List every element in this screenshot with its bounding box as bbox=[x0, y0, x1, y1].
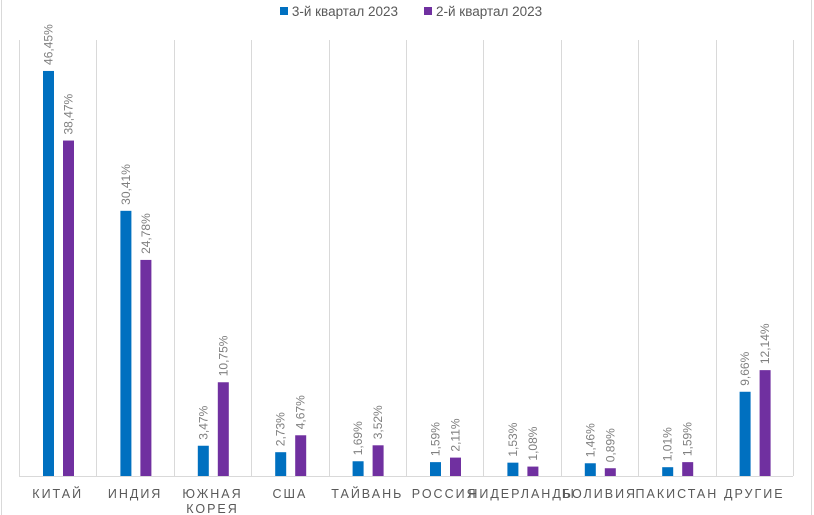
data-label-q2: 1,59% bbox=[681, 422, 695, 456]
category-label: ТАЙВАНЬ bbox=[331, 486, 403, 501]
category-label: БОЛИВИЯ bbox=[562, 487, 637, 501]
bar-q2 bbox=[527, 466, 539, 476]
legend-label-q3: 3-й квартал 2023 bbox=[291, 3, 398, 19]
chart-frame-right-border bbox=[811, 0, 812, 515]
bar-q2 bbox=[217, 382, 229, 476]
bar-q3 bbox=[43, 70, 54, 477]
category-label: ДРУГИЕ bbox=[724, 487, 785, 501]
data-label-q3: 1,53% bbox=[506, 422, 520, 456]
data-label-q3: 1,69% bbox=[351, 421, 365, 455]
legend-item-q3: 3-й квартал 2023 bbox=[279, 1, 398, 21]
bar-q2 bbox=[63, 140, 74, 476]
data-label-q3: 3,47% bbox=[196, 405, 210, 439]
data-label-q3: 2,73% bbox=[274, 412, 288, 446]
bar-q3 bbox=[430, 462, 441, 476]
chart-frame-left-border bbox=[1, 0, 2, 515]
legend-swatch-q2 bbox=[424, 7, 432, 15]
data-label-q2: 10,75% bbox=[216, 335, 230, 376]
legend-item-q2: 2-й квартал 2023 bbox=[424, 1, 542, 21]
data-label-q2: 3,52% bbox=[371, 405, 385, 439]
data-label-q3: 9,66% bbox=[738, 351, 752, 385]
data-label-q2: 1,08% bbox=[526, 426, 540, 460]
bar-q3 bbox=[275, 452, 287, 476]
legend-label-q2: 2-й квартал 2023 bbox=[436, 3, 543, 19]
bar-q3 bbox=[584, 463, 596, 476]
legend-swatch-q3 bbox=[279, 7, 288, 15]
category-label: КИТАЙ bbox=[32, 486, 83, 501]
data-label-q3: 46,45% bbox=[42, 24, 56, 65]
bar-q3 bbox=[352, 461, 364, 476]
data-label-q2: 2,11% bbox=[449, 418, 463, 451]
data-label-q2: 4,67% bbox=[294, 395, 308, 429]
bar-q2 bbox=[450, 457, 461, 476]
bar-q3 bbox=[120, 210, 132, 476]
category-label: РОССИЯ bbox=[412, 487, 478, 501]
bar-q3 bbox=[197, 445, 209, 476]
category-label: ЮЖНАЯ bbox=[182, 487, 242, 501]
bar-q2 bbox=[682, 462, 694, 476]
bar-q3 bbox=[739, 391, 751, 476]
category-label: НИДЕРЛАНДЫ bbox=[468, 487, 576, 501]
category-label: ИНДИЯ bbox=[108, 487, 163, 501]
data-label-q3: 1,46% bbox=[583, 423, 597, 457]
bar-q2 bbox=[604, 468, 616, 476]
bar-q3 bbox=[662, 467, 674, 476]
category-label: ПАКИСТАН bbox=[636, 487, 719, 501]
category-label: КОРЕЯ bbox=[186, 502, 239, 515]
category-label: США bbox=[272, 487, 307, 501]
data-label-q3: 1,01% bbox=[661, 427, 675, 461]
bar-q3 bbox=[507, 462, 519, 476]
bar-q2 bbox=[295, 435, 307, 476]
chart-legend: 3-й квартал 2023 2-й квартал 2023 bbox=[0, 1, 814, 21]
data-label-q3: 1,59% bbox=[429, 422, 443, 456]
bar-q2 bbox=[140, 259, 152, 476]
data-label-q2: 0,89% bbox=[603, 428, 617, 462]
bar-q2 bbox=[759, 370, 771, 476]
data-label-q2: 24,78% bbox=[139, 213, 153, 254]
data-label-q2: 38,47% bbox=[62, 94, 76, 135]
bar-q2 bbox=[372, 445, 384, 476]
data-label-q2: 12,14% bbox=[758, 323, 772, 364]
data-label-q3: 30,41% bbox=[119, 164, 133, 205]
